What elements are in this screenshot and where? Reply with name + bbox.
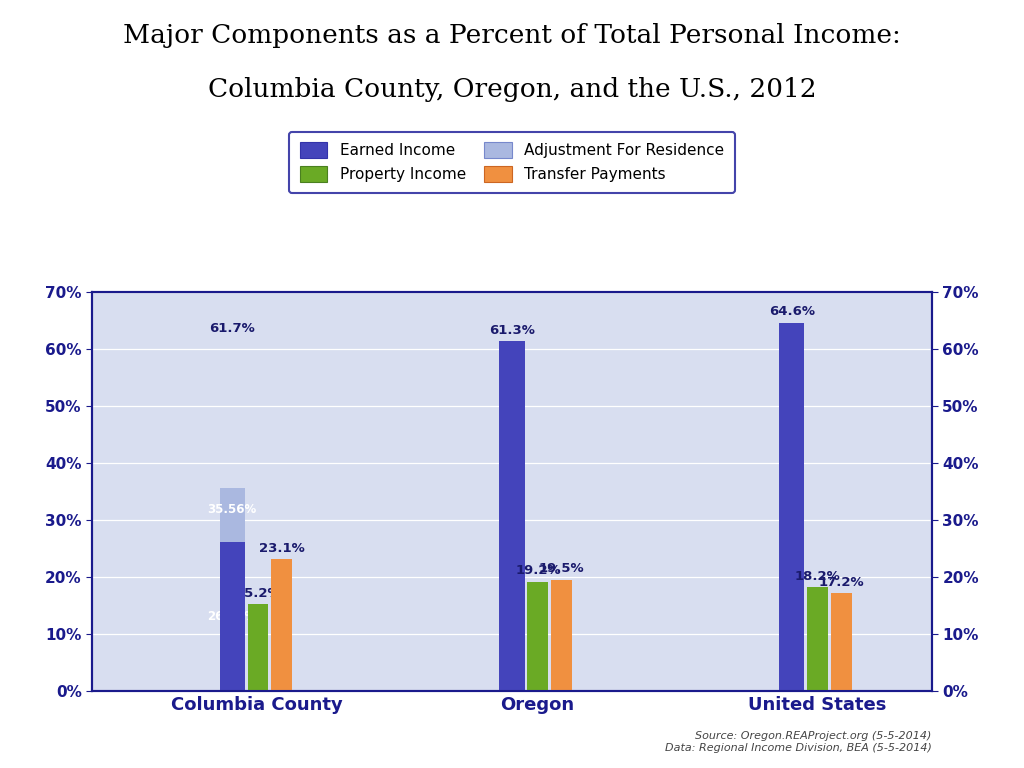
Text: Columbia County, Oregon, and the U.S., 2012: Columbia County, Oregon, and the U.S., 2… bbox=[208, 77, 816, 102]
Text: 18.2%: 18.2% bbox=[795, 570, 841, 583]
Text: 35.56%: 35.56% bbox=[208, 503, 257, 516]
Text: 19.2%: 19.2% bbox=[515, 564, 561, 577]
Text: 61.3%: 61.3% bbox=[489, 324, 535, 337]
Text: Major Components as a Percent of Total Personal Income:: Major Components as a Percent of Total P… bbox=[123, 23, 901, 48]
Bar bbox=[248, 604, 268, 691]
Bar bbox=[807, 588, 828, 691]
Bar bbox=[779, 323, 805, 691]
Bar bbox=[831, 593, 852, 691]
Text: 15.2%: 15.2% bbox=[236, 587, 281, 600]
Text: 19.5%: 19.5% bbox=[539, 562, 585, 575]
Bar bbox=[219, 488, 245, 691]
Bar bbox=[551, 580, 572, 691]
Bar bbox=[527, 581, 549, 691]
Text: Source: Oregon.REAProject.org (5-5-2014)
Data: Regional Income Division, BEA (5-: Source: Oregon.REAProject.org (5-5-2014)… bbox=[665, 731, 932, 753]
Text: 61.7%: 61.7% bbox=[209, 322, 255, 335]
Legend: Earned Income, Property Income, Adjustment For Residence, Transfer Payments: Earned Income, Property Income, Adjustme… bbox=[289, 132, 735, 193]
Text: 17.2%: 17.2% bbox=[819, 575, 864, 588]
Text: 23.1%: 23.1% bbox=[259, 542, 305, 554]
Bar bbox=[219, 542, 245, 691]
Bar bbox=[500, 342, 524, 691]
Text: 26.15%: 26.15% bbox=[208, 610, 257, 623]
Bar bbox=[271, 559, 292, 691]
Text: 64.6%: 64.6% bbox=[769, 305, 815, 318]
